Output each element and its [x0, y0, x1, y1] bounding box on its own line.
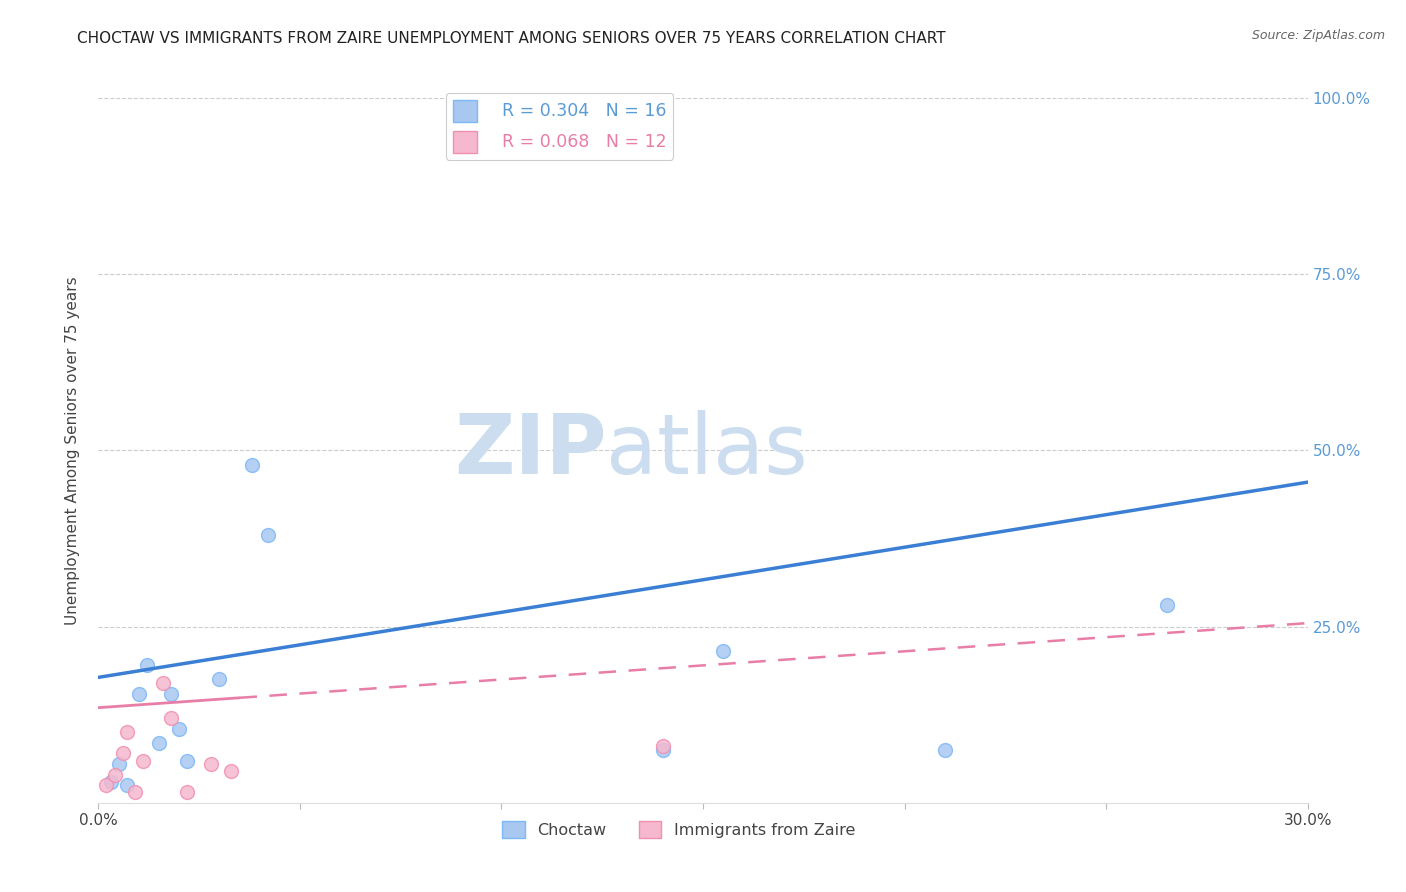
Point — [240, 458, 263, 472]
Point — [221, 764, 243, 778]
Point — [100, 774, 122, 789]
Point — [148, 736, 170, 750]
Point — [1156, 599, 1178, 613]
Legend: Choctaw, Immigrants from Zaire: Choctaw, Immigrants from Zaire — [496, 814, 862, 844]
Point — [651, 739, 673, 754]
Point — [176, 754, 198, 768]
Point — [132, 754, 155, 768]
Point — [111, 747, 134, 761]
Point — [711, 644, 734, 658]
Point — [96, 778, 118, 792]
Point — [135, 658, 157, 673]
Point — [103, 767, 125, 781]
Text: CHOCTAW VS IMMIGRANTS FROM ZAIRE UNEMPLOYMENT AMONG SENIORS OVER 75 YEARS CORREL: CHOCTAW VS IMMIGRANTS FROM ZAIRE UNEMPLO… — [77, 31, 946, 46]
Point — [651, 743, 673, 757]
Point — [200, 757, 222, 772]
Text: ZIP: ZIP — [454, 410, 606, 491]
Point — [167, 722, 190, 736]
Point — [107, 757, 129, 772]
Point — [256, 528, 278, 542]
Point — [160, 711, 183, 725]
Point — [152, 676, 174, 690]
Point — [124, 785, 146, 799]
Point — [128, 687, 150, 701]
Y-axis label: Unemployment Among Seniors over 75 years: Unemployment Among Seniors over 75 years — [65, 277, 80, 624]
Text: Source: ZipAtlas.com: Source: ZipAtlas.com — [1251, 29, 1385, 42]
Point — [934, 743, 956, 757]
Point — [176, 785, 198, 799]
Point — [208, 673, 231, 687]
Point — [160, 687, 183, 701]
Point — [115, 778, 138, 792]
Text: atlas: atlas — [606, 410, 808, 491]
Point — [115, 725, 138, 739]
